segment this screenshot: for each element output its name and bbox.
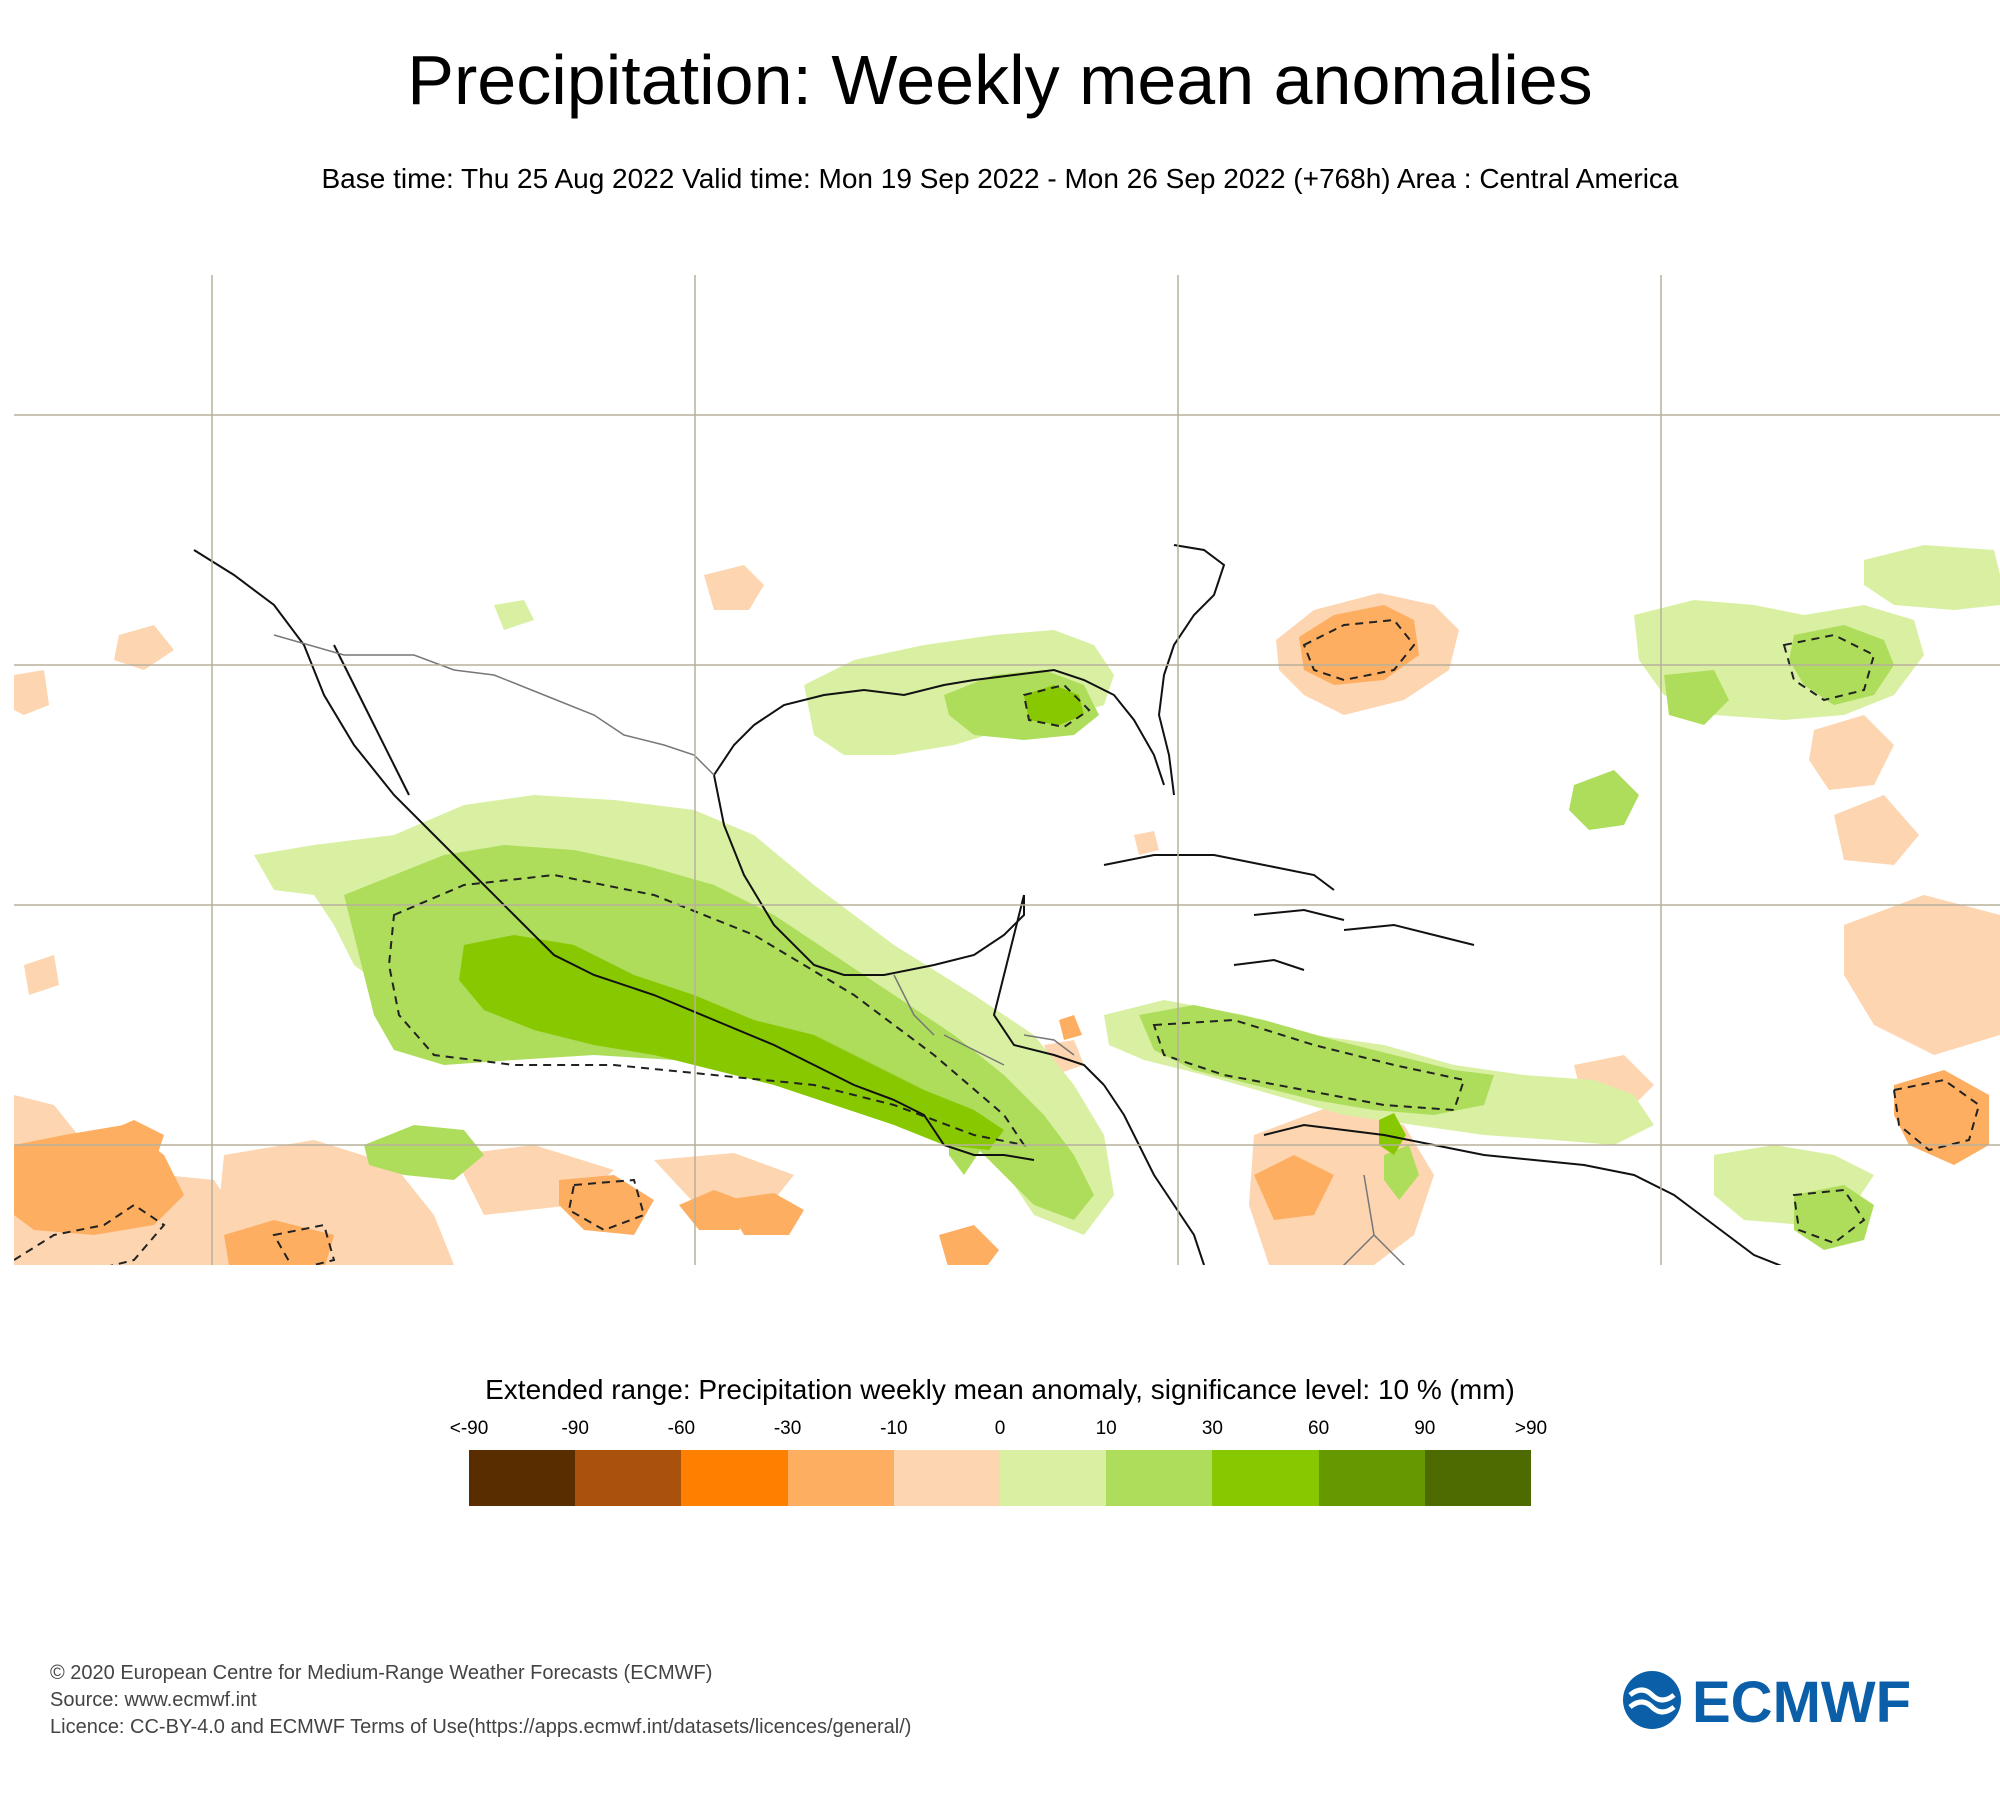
legend-tick-label: <-90	[449, 1418, 489, 1439]
footer-source: Source: www.ecmwf.int	[50, 1689, 257, 1711]
graticule	[14, 275, 2000, 1265]
legend-title: Extended range: Precipitation weekly mea…	[485, 1374, 1515, 1405]
legend-swatch	[1212, 1450, 1319, 1506]
legend-tick-label: 10	[1095, 1418, 1117, 1439]
ecmwf-logo-mark	[1623, 1671, 1681, 1729]
legend-tick-label: 60	[1308, 1418, 1330, 1439]
political-borders	[273, 634, 1406, 1265]
legend-color-bar	[469, 1450, 1532, 1506]
legend-tick-label: -60	[667, 1418, 696, 1439]
legend-swatch	[681, 1450, 788, 1506]
precipitation-anomaly-map	[14, 275, 2000, 1265]
footer-copyright: © 2020 European Centre for Medium-Range …	[50, 1662, 713, 1684]
legend-tick-label: -10	[880, 1418, 908, 1439]
legend-swatch	[893, 1450, 1001, 1506]
legend-swatch	[787, 1450, 894, 1506]
legend-swatch	[469, 1450, 576, 1506]
ecmwf-logo: ECMWF	[1623, 1670, 1911, 1732]
legend-swatch	[575, 1450, 682, 1506]
legend-tick-label: 30	[1201, 1418, 1223, 1439]
significance-contours	[14, 618, 1981, 1265]
chart-subtitle: Base time: Thu 25 Aug 2022 Valid time: M…	[321, 163, 1679, 194]
legend-tick-label: -30	[773, 1418, 802, 1439]
coastlines	[193, 544, 1782, 1265]
legend-swatch	[1000, 1450, 1107, 1506]
footer-licence: Licence: CC-BY-4.0 and ECMWF Terms of Us…	[50, 1716, 912, 1738]
chart-title: Precipitation: Weekly mean anomalies	[407, 41, 1593, 119]
ecmwf-logo-text: ECMWF	[1692, 1670, 1911, 1732]
legend-tick-label: 90	[1414, 1418, 1436, 1439]
legend-swatch	[1424, 1450, 1532, 1506]
legend-tick-label: -90	[561, 1418, 589, 1439]
copyright-footer: © 2020 European Centre for Medium-Range …	[50, 1660, 911, 1741]
legend-tick-label: 0	[994, 1418, 1006, 1439]
legend-swatch	[1106, 1450, 1213, 1506]
legend-tick-label: >90	[1514, 1418, 1548, 1439]
legend-swatch	[1318, 1450, 1425, 1506]
legend-tick-labels: <-90 -90 -60 -30 -10 0 10 30 60 90 >90	[0, 1418, 2000, 1442]
